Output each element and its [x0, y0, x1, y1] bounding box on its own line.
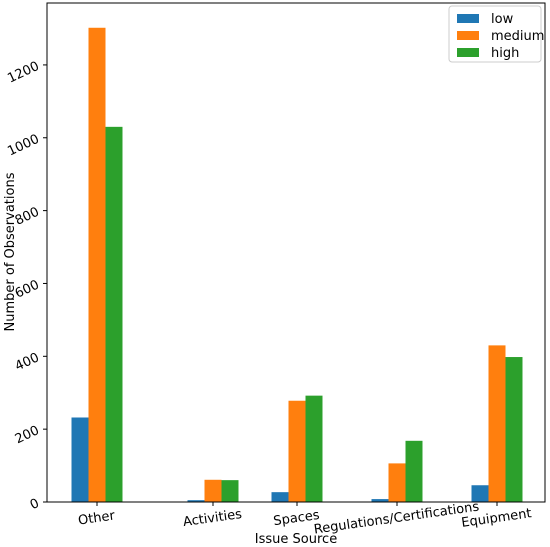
bar-medium-equipment [488, 345, 506, 502]
legend-swatch-low [457, 14, 479, 23]
legend-label-low: low [491, 12, 514, 27]
bar-high-other [105, 126, 123, 502]
legend: low medium high [448, 5, 544, 63]
legend-swatch-medium [457, 31, 479, 40]
bar-medium-activities [204, 479, 222, 502]
y-tick-label: 200 [13, 423, 42, 447]
x-axis-title: Issue Source [255, 532, 337, 547]
legend-label-medium: medium [491, 29, 544, 44]
legend-swatch-high [457, 48, 479, 57]
bar-high-spaces [305, 395, 323, 502]
bar-medium-spaces [288, 400, 306, 502]
bar-low-equipment [471, 485, 489, 502]
y-tick-label: 0 [28, 496, 42, 513]
x-tick-label: Activities [182, 507, 243, 530]
bar-low-regulations-certifications [371, 499, 389, 502]
x-tick-label: Other [77, 508, 116, 528]
y-tick-label: 1000 [5, 132, 41, 160]
bar-medium-other [88, 27, 106, 502]
y-axis-title: Number of Observations [3, 172, 18, 331]
bar-high-equipment [505, 357, 523, 502]
bar-low-activities [187, 500, 205, 502]
bars-group [71, 27, 523, 502]
y-tick-label: 1200 [5, 59, 41, 87]
bar-high-regulations-certifications [405, 440, 423, 502]
bar-low-other [71, 417, 89, 502]
x-tick-label: Spaces [272, 508, 320, 529]
y-tick-label: 400 [13, 350, 42, 374]
bar-medium-regulations-certifications [388, 463, 406, 502]
bar-low-spaces [271, 492, 289, 502]
plot-frame [46, 2, 546, 503]
legend-label-high: high [491, 46, 519, 61]
bar-high-activities [221, 480, 239, 502]
